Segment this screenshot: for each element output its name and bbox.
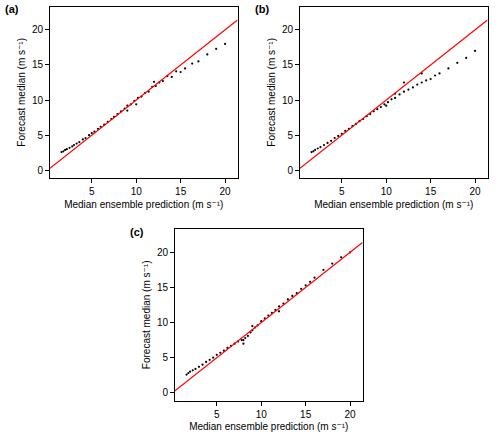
svg-text:15: 15 xyxy=(157,282,169,293)
svg-text:10: 10 xyxy=(157,317,169,328)
svg-text:0: 0 xyxy=(162,387,168,398)
svg-text:Forecast median (m s⁻¹): Forecast median (m s⁻¹) xyxy=(141,261,152,370)
svg-text:20: 20 xyxy=(32,24,44,35)
svg-text:Median ensemble prediction (m: Median ensemble prediction (m s⁻¹) xyxy=(64,199,223,210)
svg-text:15: 15 xyxy=(32,59,44,70)
svg-text:0: 0 xyxy=(37,165,43,176)
svg-text:10: 10 xyxy=(131,186,143,197)
svg-text:Median ensemble prediction (m: Median ensemble prediction (m s⁻¹) xyxy=(189,421,348,432)
svg-text:5: 5 xyxy=(339,186,345,197)
svg-text:10: 10 xyxy=(282,95,294,106)
svg-text:Forecast median (m s⁻¹): Forecast median (m s⁻¹) xyxy=(266,38,277,147)
svg-text:20: 20 xyxy=(469,186,481,197)
svg-text:(b): (b) xyxy=(255,3,269,15)
svg-text:15: 15 xyxy=(425,186,437,197)
svg-text:0: 0 xyxy=(287,165,293,176)
svg-text:5: 5 xyxy=(287,130,293,141)
svg-text:5: 5 xyxy=(214,409,220,420)
svg-text:20: 20 xyxy=(282,24,294,35)
svg-text:Forecast median (m s⁻¹): Forecast median (m s⁻¹) xyxy=(16,38,27,147)
svg-text:5: 5 xyxy=(89,186,95,197)
svg-text:20: 20 xyxy=(157,247,169,258)
svg-text:20: 20 xyxy=(219,186,231,197)
svg-text:20: 20 xyxy=(344,409,356,420)
svg-text:15: 15 xyxy=(282,59,294,70)
svg-text:(a): (a) xyxy=(5,3,19,15)
svg-text:(c): (c) xyxy=(130,226,144,238)
svg-text:10: 10 xyxy=(381,186,393,197)
svg-text:15: 15 xyxy=(175,186,187,197)
svg-text:10: 10 xyxy=(256,409,268,420)
svg-text:10: 10 xyxy=(32,95,44,106)
svg-text:Median ensemble prediction (m: Median ensemble prediction (m s⁻¹) xyxy=(314,199,473,210)
svg-text:15: 15 xyxy=(300,409,312,420)
svg-text:5: 5 xyxy=(162,352,168,363)
svg-text:5: 5 xyxy=(37,130,43,141)
